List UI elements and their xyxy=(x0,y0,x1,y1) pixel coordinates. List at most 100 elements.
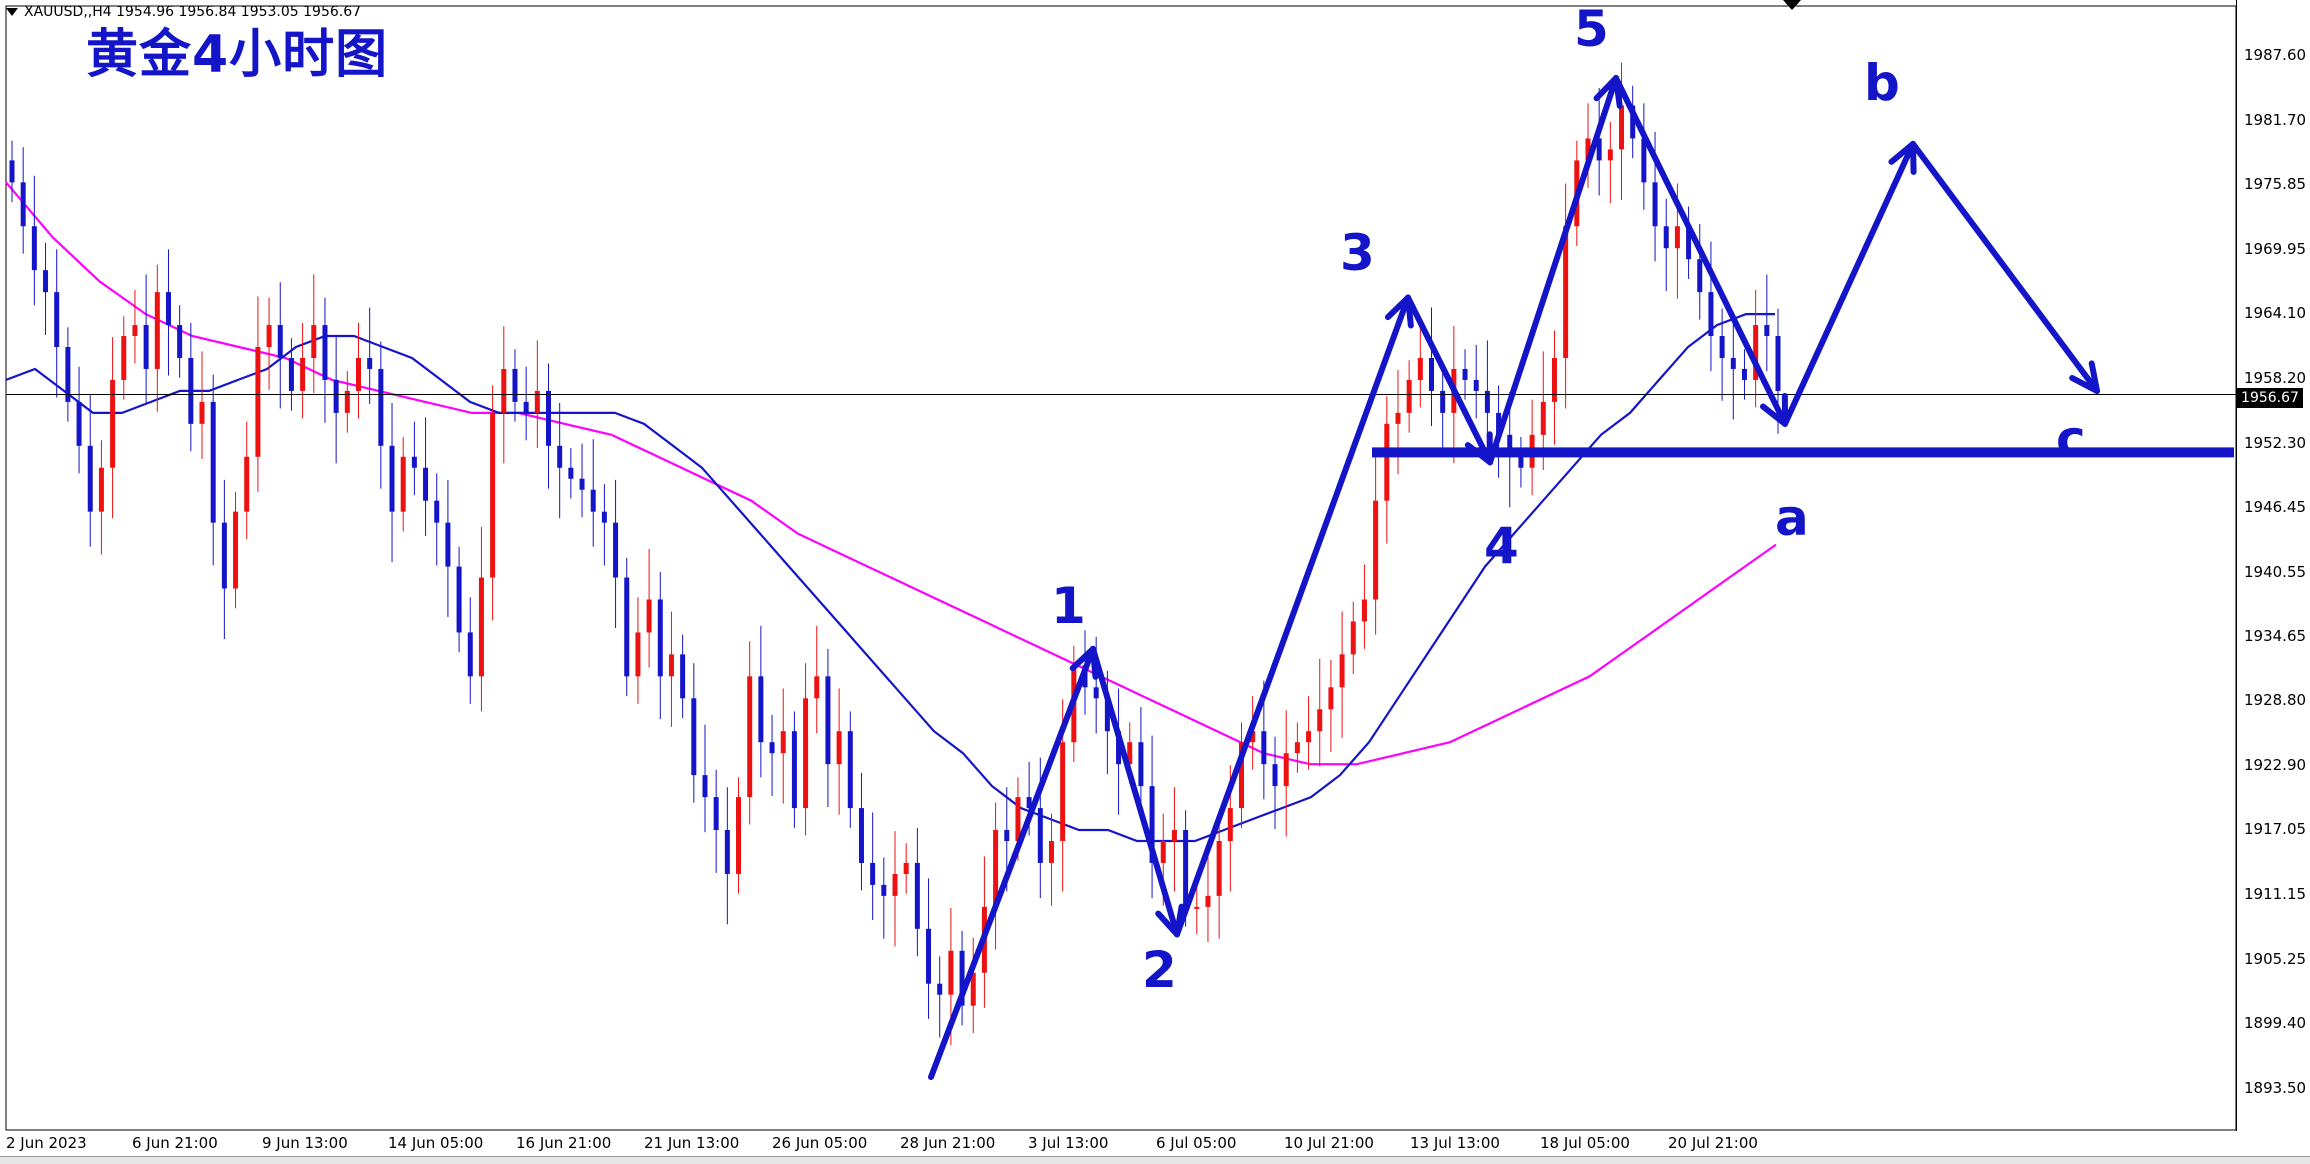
candle-body xyxy=(144,325,149,369)
candle-body xyxy=(859,808,864,863)
candle-body xyxy=(88,446,93,512)
x-tick-label: 18 Jul 05:00 xyxy=(1540,1134,1630,1152)
candle-body xyxy=(1720,336,1725,358)
candle-body xyxy=(1552,358,1557,402)
candle-body xyxy=(334,380,339,413)
candle-body xyxy=(501,369,506,413)
candle-body xyxy=(479,578,484,677)
candle-body xyxy=(1608,149,1613,160)
candle-body xyxy=(591,490,596,512)
candle-body xyxy=(1731,358,1736,369)
candle-body xyxy=(1653,182,1658,226)
candle-body xyxy=(1194,907,1199,909)
candle-body xyxy=(1407,380,1412,413)
y-tick-label: 1981.70 xyxy=(2244,111,2306,129)
current-price-tag: 1956.67 xyxy=(2237,388,2303,408)
y-tick-label: 1917.05 xyxy=(2244,820,2306,838)
candle-body xyxy=(781,731,786,753)
candle-body xyxy=(1541,402,1546,435)
candle-body xyxy=(881,885,886,896)
candle-body xyxy=(1328,687,1333,709)
candle-body xyxy=(848,731,853,808)
candle-body xyxy=(1474,380,1479,391)
candle-body xyxy=(602,512,607,523)
candle-body xyxy=(401,457,406,512)
y-tick-label: 1969.95 xyxy=(2244,240,2306,258)
candle-body xyxy=(32,226,37,270)
x-tick-label: 3 Jul 13:00 xyxy=(1028,1134,1108,1152)
candle-body xyxy=(1284,753,1289,786)
wave-label-a: a xyxy=(1775,489,1809,547)
x-tick-label: 9 Jun 13:00 xyxy=(262,1134,348,1152)
candle-body xyxy=(311,325,316,358)
candle-body xyxy=(1429,358,1434,391)
wave-label-c: c xyxy=(2056,410,2086,468)
y-tick-label: 1911.15 xyxy=(2244,885,2306,903)
candle-body xyxy=(378,369,383,446)
candle-body xyxy=(1094,687,1099,698)
candle-body xyxy=(10,160,15,182)
x-tick-label: 28 Jun 21:00 xyxy=(900,1134,995,1152)
candle-body xyxy=(1138,742,1143,786)
candle-body xyxy=(1373,501,1378,600)
candle-body xyxy=(568,468,573,479)
candle-body xyxy=(434,501,439,523)
candle-body xyxy=(300,358,305,391)
candle-body xyxy=(680,654,685,698)
candle-body xyxy=(289,358,294,391)
candle-body xyxy=(1205,896,1210,907)
candle-body xyxy=(1351,621,1356,654)
candle-body xyxy=(1295,742,1300,753)
candle-body xyxy=(1776,336,1781,391)
candle-body xyxy=(132,325,137,336)
candle-body xyxy=(1183,830,1188,907)
candle-body xyxy=(702,775,707,797)
y-tick-label: 1928.80 xyxy=(2244,691,2306,709)
candle-body xyxy=(21,182,26,226)
candle-body xyxy=(825,676,830,764)
collapse-triangle-icon[interactable] xyxy=(6,8,18,16)
candle-body xyxy=(233,512,238,589)
candle-body xyxy=(1764,325,1769,336)
candle-body xyxy=(267,325,272,347)
page-title: 黄金4小时图 xyxy=(86,12,388,87)
candle-body xyxy=(758,676,763,742)
candle-body xyxy=(1217,841,1222,896)
candle-body xyxy=(1261,731,1266,764)
candle-body xyxy=(1273,764,1278,786)
candle-body xyxy=(725,830,730,874)
candle-body xyxy=(937,984,942,995)
candle-body xyxy=(65,347,70,402)
x-tick-label: 10 Jul 21:00 xyxy=(1284,1134,1374,1152)
candle-body xyxy=(803,698,808,808)
y-tick-label: 1899.40 xyxy=(2244,1014,2306,1032)
candle-body xyxy=(255,347,260,457)
x-tick-label: 6 Jun 21:00 xyxy=(132,1134,218,1152)
candle-body xyxy=(546,391,551,446)
x-tick-label: 20 Jul 21:00 xyxy=(1668,1134,1758,1152)
wave-label-5: 5 xyxy=(1574,0,1609,58)
wave-label-4: 4 xyxy=(1484,517,1519,575)
x-tick-label: 13 Jul 13:00 xyxy=(1410,1134,1500,1152)
candle-body xyxy=(1060,742,1065,841)
candle-body xyxy=(390,446,395,512)
candle-body xyxy=(904,863,909,874)
wave-label-3: 3 xyxy=(1340,224,1375,282)
candle-body xyxy=(948,951,953,995)
candle-body xyxy=(580,479,585,490)
y-tick-label: 1922.90 xyxy=(2244,756,2306,774)
candle-body xyxy=(770,742,775,753)
candle-body xyxy=(1004,830,1009,841)
candle-body xyxy=(915,863,920,929)
x-tick-label: 21 Jun 13:00 xyxy=(644,1134,739,1152)
candle-body xyxy=(222,523,227,589)
candle-body xyxy=(1306,731,1311,742)
candle-body xyxy=(658,599,663,676)
wave-label-2: 2 xyxy=(1142,941,1177,999)
candle-body xyxy=(1742,369,1747,380)
candle-body xyxy=(691,698,696,775)
y-tick-label: 1975.85 xyxy=(2244,175,2306,193)
wave-label-b: b xyxy=(1864,54,1900,112)
candle-body xyxy=(155,292,160,369)
x-tick-label: 16 Jun 21:00 xyxy=(516,1134,611,1152)
